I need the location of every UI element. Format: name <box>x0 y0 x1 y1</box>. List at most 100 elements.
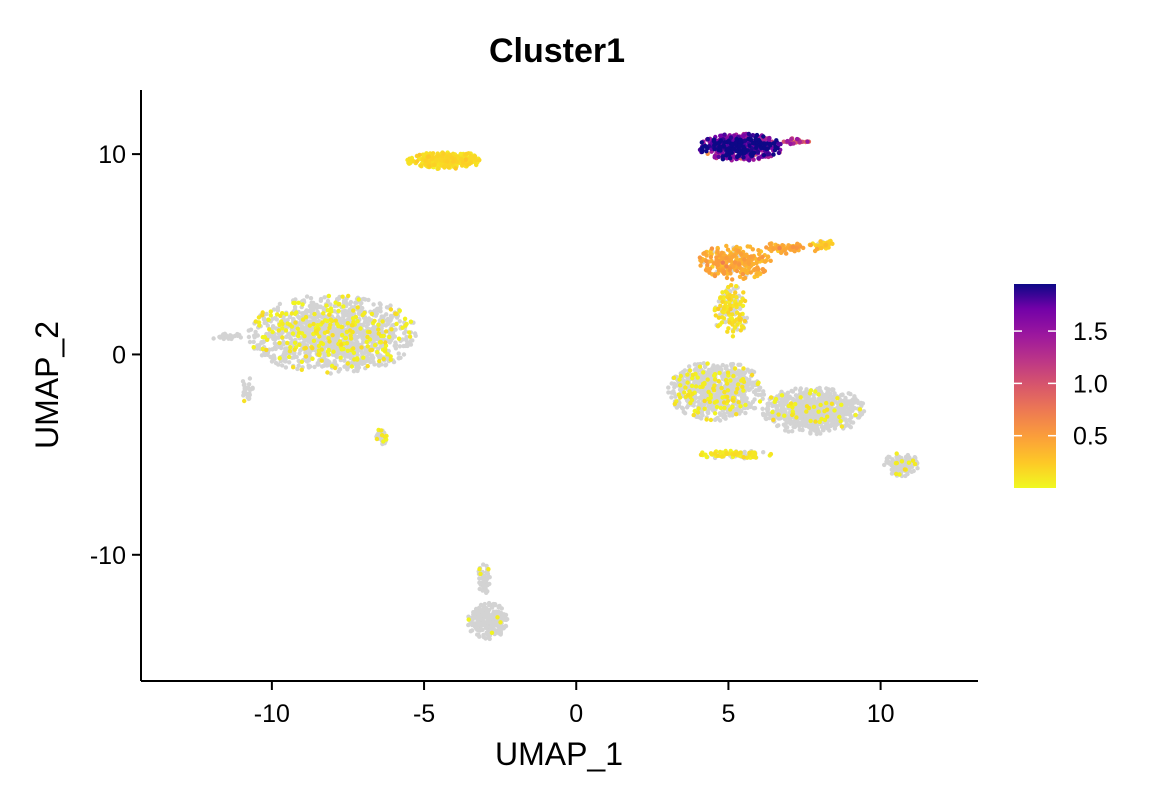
data-point <box>716 154 721 159</box>
data-point <box>738 299 744 304</box>
data-point <box>244 391 249 397</box>
data-point <box>475 627 481 633</box>
data-point <box>720 290 725 295</box>
data-point <box>284 311 289 317</box>
data-point <box>760 254 765 260</box>
data-point <box>374 311 379 316</box>
data-point <box>754 271 759 277</box>
data-point <box>738 404 743 409</box>
data-point <box>743 267 748 273</box>
data-point <box>708 417 714 423</box>
data-point <box>287 322 292 327</box>
data-point <box>375 335 381 340</box>
data-point <box>747 265 752 271</box>
data-point <box>405 341 410 346</box>
data-point <box>277 356 282 361</box>
data-point <box>743 402 748 408</box>
data-point <box>244 386 249 391</box>
data-point <box>773 144 778 150</box>
data-point <box>264 347 269 353</box>
data-point <box>709 246 715 251</box>
data-point <box>260 346 265 352</box>
data-point <box>789 136 794 142</box>
data-point <box>341 304 346 309</box>
data-point <box>718 138 723 143</box>
data-point <box>312 364 317 370</box>
data-point <box>482 601 487 607</box>
data-point <box>292 340 298 345</box>
data-point <box>725 147 731 152</box>
data-point <box>805 139 810 144</box>
data-point <box>493 610 498 615</box>
data-point <box>270 347 275 352</box>
data-point <box>734 284 739 289</box>
data-point <box>407 330 412 335</box>
data-point <box>724 152 729 158</box>
data-point <box>482 588 488 593</box>
data-point <box>725 370 731 375</box>
data-point <box>475 616 481 621</box>
data-point <box>694 367 699 372</box>
data-point <box>705 361 710 366</box>
data-point <box>687 389 692 394</box>
data-point <box>408 319 414 324</box>
x-tick-label: -10 <box>254 700 290 728</box>
data-point <box>699 416 704 421</box>
data-point <box>671 375 677 380</box>
data-point <box>728 407 733 412</box>
data-point <box>319 347 324 352</box>
data-point <box>705 136 710 142</box>
data-point <box>776 412 781 417</box>
data-point <box>337 316 342 321</box>
data-point <box>894 460 899 466</box>
data-point <box>272 355 277 360</box>
data-point <box>687 364 692 369</box>
data-point <box>319 340 324 345</box>
data-point <box>720 299 725 304</box>
data-point <box>790 412 795 418</box>
data-point <box>794 136 800 142</box>
data-point <box>466 617 471 622</box>
data-point <box>746 131 751 137</box>
data-point <box>365 344 370 349</box>
data-point <box>755 381 760 387</box>
data-point <box>701 251 706 256</box>
data-point <box>732 452 737 457</box>
data-point <box>286 331 291 336</box>
data-point <box>778 400 784 405</box>
data-point <box>285 340 290 346</box>
data-point <box>382 349 388 354</box>
data-point <box>715 263 720 268</box>
data-point <box>430 151 436 156</box>
data-point <box>790 244 796 250</box>
data-point <box>752 397 757 402</box>
data-point <box>345 321 350 326</box>
data-point <box>431 162 437 167</box>
data-point <box>407 156 412 161</box>
data-point <box>699 259 704 264</box>
data-point <box>711 139 717 144</box>
data-point <box>745 244 750 249</box>
data-point <box>727 413 732 418</box>
data-point <box>377 301 382 306</box>
data-point <box>816 396 822 401</box>
data-point <box>724 381 730 386</box>
data-point <box>889 467 894 472</box>
data-point <box>477 576 482 581</box>
data-point <box>483 608 489 613</box>
data-point <box>683 385 688 390</box>
data-point <box>356 297 361 302</box>
data-point <box>748 151 754 157</box>
data-point <box>724 264 729 269</box>
data-point <box>749 257 754 262</box>
data-point <box>808 431 813 436</box>
data-point <box>720 362 725 368</box>
data-point <box>404 336 409 341</box>
data-point <box>351 346 356 351</box>
data-point <box>401 343 406 349</box>
data-point <box>747 369 752 374</box>
data-point <box>337 367 343 372</box>
data-point <box>464 151 469 157</box>
data-point <box>380 319 385 324</box>
data-point <box>704 417 709 422</box>
